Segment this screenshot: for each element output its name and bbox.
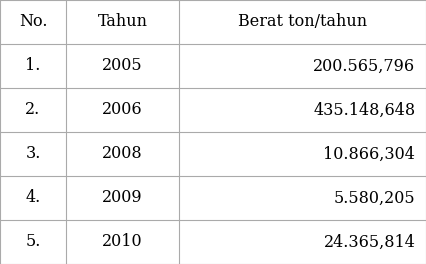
Text: 2005: 2005: [102, 58, 143, 74]
Text: No.: No.: [19, 13, 47, 31]
Text: 5.: 5.: [25, 233, 41, 251]
Text: 2008: 2008: [102, 145, 143, 163]
Text: 10.866,304: 10.866,304: [323, 145, 415, 163]
Text: 2.: 2.: [26, 101, 40, 119]
Text: Berat ton/tahun: Berat ton/tahun: [238, 13, 367, 31]
Text: 24.365,814: 24.365,814: [323, 233, 415, 251]
Text: 2006: 2006: [102, 101, 143, 119]
Text: 1.: 1.: [25, 58, 41, 74]
Text: 4.: 4.: [26, 190, 40, 206]
Text: 200.565,796: 200.565,796: [313, 58, 415, 74]
Text: Tahun: Tahun: [98, 13, 147, 31]
Text: 2009: 2009: [102, 190, 143, 206]
Text: 5.580,205: 5.580,205: [334, 190, 415, 206]
Text: 3.: 3.: [25, 145, 41, 163]
Text: 2010: 2010: [102, 233, 143, 251]
Text: 435.148,648: 435.148,648: [313, 101, 415, 119]
